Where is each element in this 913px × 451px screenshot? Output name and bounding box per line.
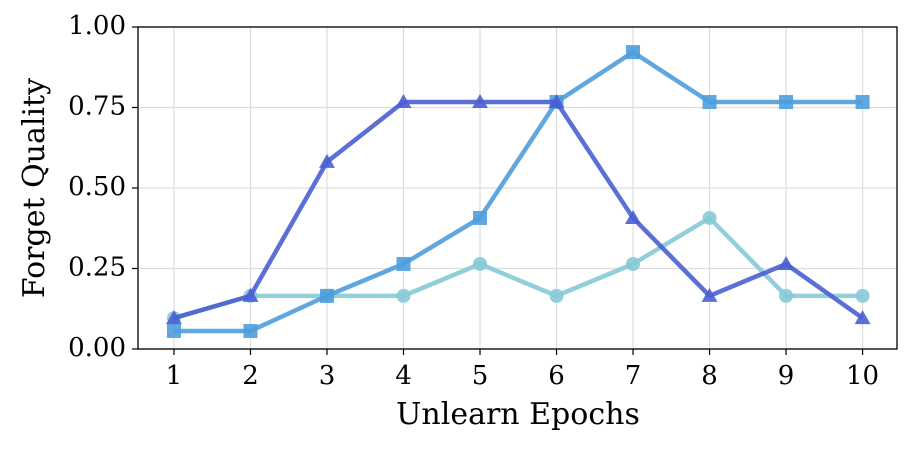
marker — [626, 45, 641, 60]
marker — [702, 210, 717, 225]
y-tick-label: 0.75 — [68, 92, 126, 122]
x-tick-label: 1 — [166, 361, 183, 391]
marker — [779, 288, 794, 303]
plot-frame — [137, 26, 898, 350]
series-line — [173, 49, 863, 334]
x-tick-label: 9 — [778, 361, 795, 391]
marker — [472, 94, 489, 109]
series-line — [173, 99, 864, 321]
marker — [242, 287, 259, 302]
marker — [549, 288, 564, 303]
marker — [779, 95, 794, 110]
y-tick-label: 0.25 — [68, 253, 126, 283]
marker — [701, 287, 718, 302]
marker — [396, 256, 411, 271]
marker — [625, 209, 642, 224]
x-tick-label: 3 — [319, 361, 336, 391]
x-tick-label: 6 — [548, 361, 565, 391]
marker — [702, 95, 717, 110]
y-tick-label: 1.00 — [68, 11, 126, 41]
marker — [473, 210, 488, 225]
marker — [318, 153, 335, 168]
marker — [319, 288, 334, 303]
y-tick-label: 0.00 — [68, 333, 126, 363]
y-tick-label: 0.50 — [68, 172, 126, 202]
series-line — [173, 215, 863, 321]
x-tick-label: 8 — [701, 361, 718, 391]
x-tick-label: 10 — [846, 361, 879, 391]
marker — [473, 256, 488, 271]
marker — [548, 94, 565, 109]
x-tick-label: 5 — [472, 361, 489, 391]
marker — [396, 288, 411, 303]
marker — [855, 95, 870, 110]
marker — [855, 288, 870, 303]
marker — [854, 310, 871, 325]
y-axis-label: Forget Quality — [17, 78, 52, 298]
marker — [778, 255, 795, 270]
marker — [166, 323, 181, 338]
marker — [243, 323, 258, 338]
marker — [395, 94, 412, 109]
marker — [626, 256, 641, 271]
marker — [165, 310, 182, 325]
x-tick-label: 7 — [625, 361, 642, 391]
x-tick-label: 2 — [242, 361, 259, 391]
x-tick-label: 4 — [395, 361, 412, 391]
x-axis-label: Unlearn Epochs — [396, 397, 640, 432]
